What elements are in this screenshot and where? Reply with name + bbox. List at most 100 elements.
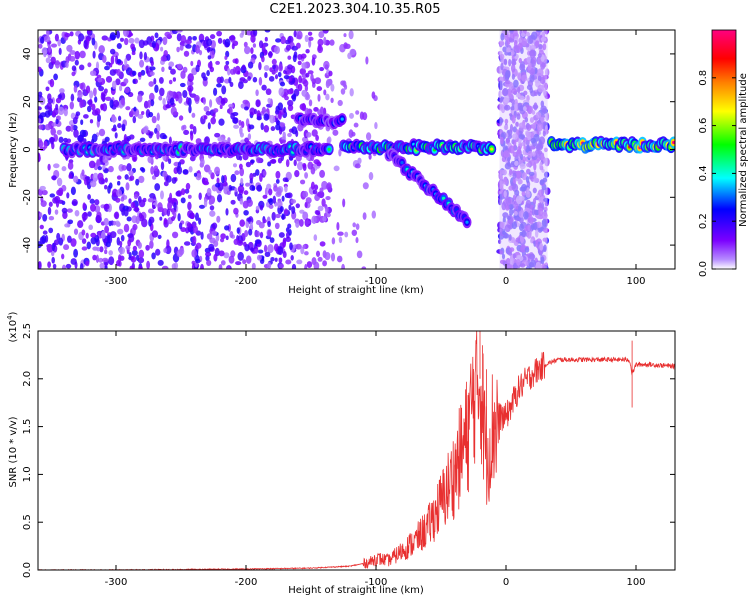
spectrogram-y-label: Frequency (Hz) bbox=[8, 112, 19, 188]
heatmap-cell bbox=[147, 155, 154, 164]
heatmap-cell bbox=[180, 227, 187, 233]
heatmap-cell bbox=[70, 124, 74, 132]
heatmap-cell bbox=[191, 112, 196, 118]
heatmap-cell bbox=[274, 222, 280, 230]
heatmap-cell bbox=[90, 203, 96, 212]
heatmap-cell bbox=[68, 173, 73, 179]
heatmap-cell bbox=[190, 132, 194, 141]
heatmap-cell bbox=[322, 30, 329, 34]
heatmap-cell bbox=[210, 172, 215, 180]
heatmap-cell bbox=[94, 199, 100, 206]
heatmap-cell bbox=[249, 221, 254, 230]
heatmap-cell bbox=[61, 166, 67, 172]
heatmap-cell bbox=[116, 42, 122, 50]
heatmap-cell bbox=[323, 36, 327, 46]
heatmap-cell bbox=[235, 261, 242, 266]
heatmap-cell bbox=[67, 235, 72, 243]
heatmap-cell bbox=[38, 124, 44, 130]
heatmap-cell bbox=[285, 44, 291, 51]
heatmap-cell bbox=[184, 188, 190, 194]
heatmap-cell bbox=[87, 193, 91, 200]
heatmap-cell bbox=[355, 110, 360, 115]
heatmap-cell bbox=[297, 60, 302, 66]
heatmap-cell bbox=[156, 112, 160, 121]
heatmap-cell bbox=[171, 231, 179, 239]
heatmap-cell bbox=[344, 43, 351, 49]
heatmap-cell bbox=[63, 244, 70, 251]
heatmap-cell bbox=[97, 114, 101, 122]
heatmap-cell bbox=[317, 109, 322, 116]
heatmap-cell bbox=[188, 105, 192, 114]
heatmap-cell bbox=[206, 38, 213, 47]
heatmap-cell bbox=[101, 257, 109, 263]
heatmap-cell bbox=[170, 68, 176, 75]
heatmap-cell bbox=[261, 84, 267, 91]
heatmap-cell bbox=[256, 116, 262, 121]
x-tick-label: -300 bbox=[105, 577, 128, 588]
heatmap-cell bbox=[275, 123, 281, 131]
heatmap-cell bbox=[53, 163, 60, 169]
heatmap-cell bbox=[135, 215, 140, 225]
heatmap-cell bbox=[230, 199, 236, 205]
spectrogram-marks bbox=[38, 30, 675, 269]
heatmap-cell bbox=[316, 86, 323, 92]
heatmap-cell bbox=[162, 170, 168, 177]
heatmap-cell bbox=[104, 65, 110, 71]
heatmap-cell bbox=[166, 239, 170, 249]
heatmap-cell bbox=[139, 59, 145, 68]
heatmap-cell bbox=[301, 103, 306, 112]
heatmap-cell bbox=[167, 201, 173, 211]
heatmap-cell bbox=[282, 250, 287, 259]
y-tick-label: 0.0 bbox=[22, 562, 33, 578]
heatmap-cell bbox=[83, 40, 88, 49]
heatmap-cell bbox=[120, 97, 125, 106]
heatmap-cell bbox=[87, 62, 92, 68]
heatmap-cell bbox=[95, 215, 101, 223]
heatmap-cell bbox=[332, 129, 339, 136]
colorbar-label: Normalized spectral amplitude bbox=[738, 73, 749, 227]
heatmap-cell bbox=[97, 172, 104, 181]
heatmap-cell bbox=[121, 165, 127, 171]
heatmap-cell bbox=[105, 76, 113, 83]
heatmap-cell bbox=[74, 50, 81, 60]
heatmap-cell bbox=[153, 78, 157, 85]
heatmap-cell bbox=[276, 120, 281, 126]
heatmap-cell bbox=[55, 118, 59, 125]
heatmap-cell bbox=[290, 199, 297, 204]
heatmap-cell bbox=[47, 163, 51, 171]
heatmap-cell bbox=[285, 236, 291, 243]
heatmap-cell bbox=[274, 45, 280, 55]
heatmap-cell bbox=[282, 239, 287, 248]
heatmap-cell bbox=[221, 85, 227, 95]
heatmap-cell bbox=[248, 124, 255, 130]
heatmap-cell bbox=[105, 96, 112, 102]
heatmap-cell bbox=[115, 30, 121, 39]
heatmap-cell bbox=[231, 43, 235, 50]
heatmap-cell bbox=[278, 63, 283, 72]
heatmap-cell bbox=[228, 103, 234, 108]
heatmap-cell bbox=[86, 105, 92, 113]
heatmap-cell bbox=[56, 232, 61, 241]
heatmap-cell bbox=[270, 257, 275, 262]
heatmap-cell bbox=[73, 175, 79, 183]
heatmap-cell bbox=[301, 62, 307, 70]
heatmap-cell bbox=[185, 96, 190, 105]
heatmap-cell bbox=[160, 190, 164, 200]
heatmap-cell bbox=[131, 51, 136, 56]
heatmap-cell bbox=[116, 175, 122, 180]
heatmap-cell bbox=[139, 51, 143, 60]
heatmap-cell bbox=[188, 166, 193, 173]
heatmap-cell bbox=[337, 231, 344, 236]
heatmap-cell bbox=[232, 66, 237, 75]
heatmap-cell bbox=[115, 78, 121, 86]
heatmap-cell bbox=[108, 250, 113, 256]
heatmap-cell bbox=[45, 57, 51, 64]
heatmap-cell bbox=[348, 129, 354, 138]
heatmap-cell bbox=[124, 174, 129, 180]
x-tick-label: -100 bbox=[365, 276, 388, 287]
heatmap-cell bbox=[145, 244, 150, 251]
heatmap-cell bbox=[157, 234, 162, 240]
heatmap-cell bbox=[287, 88, 294, 95]
heatmap-cell bbox=[338, 148, 342, 157]
heatmap-cell bbox=[221, 175, 225, 184]
